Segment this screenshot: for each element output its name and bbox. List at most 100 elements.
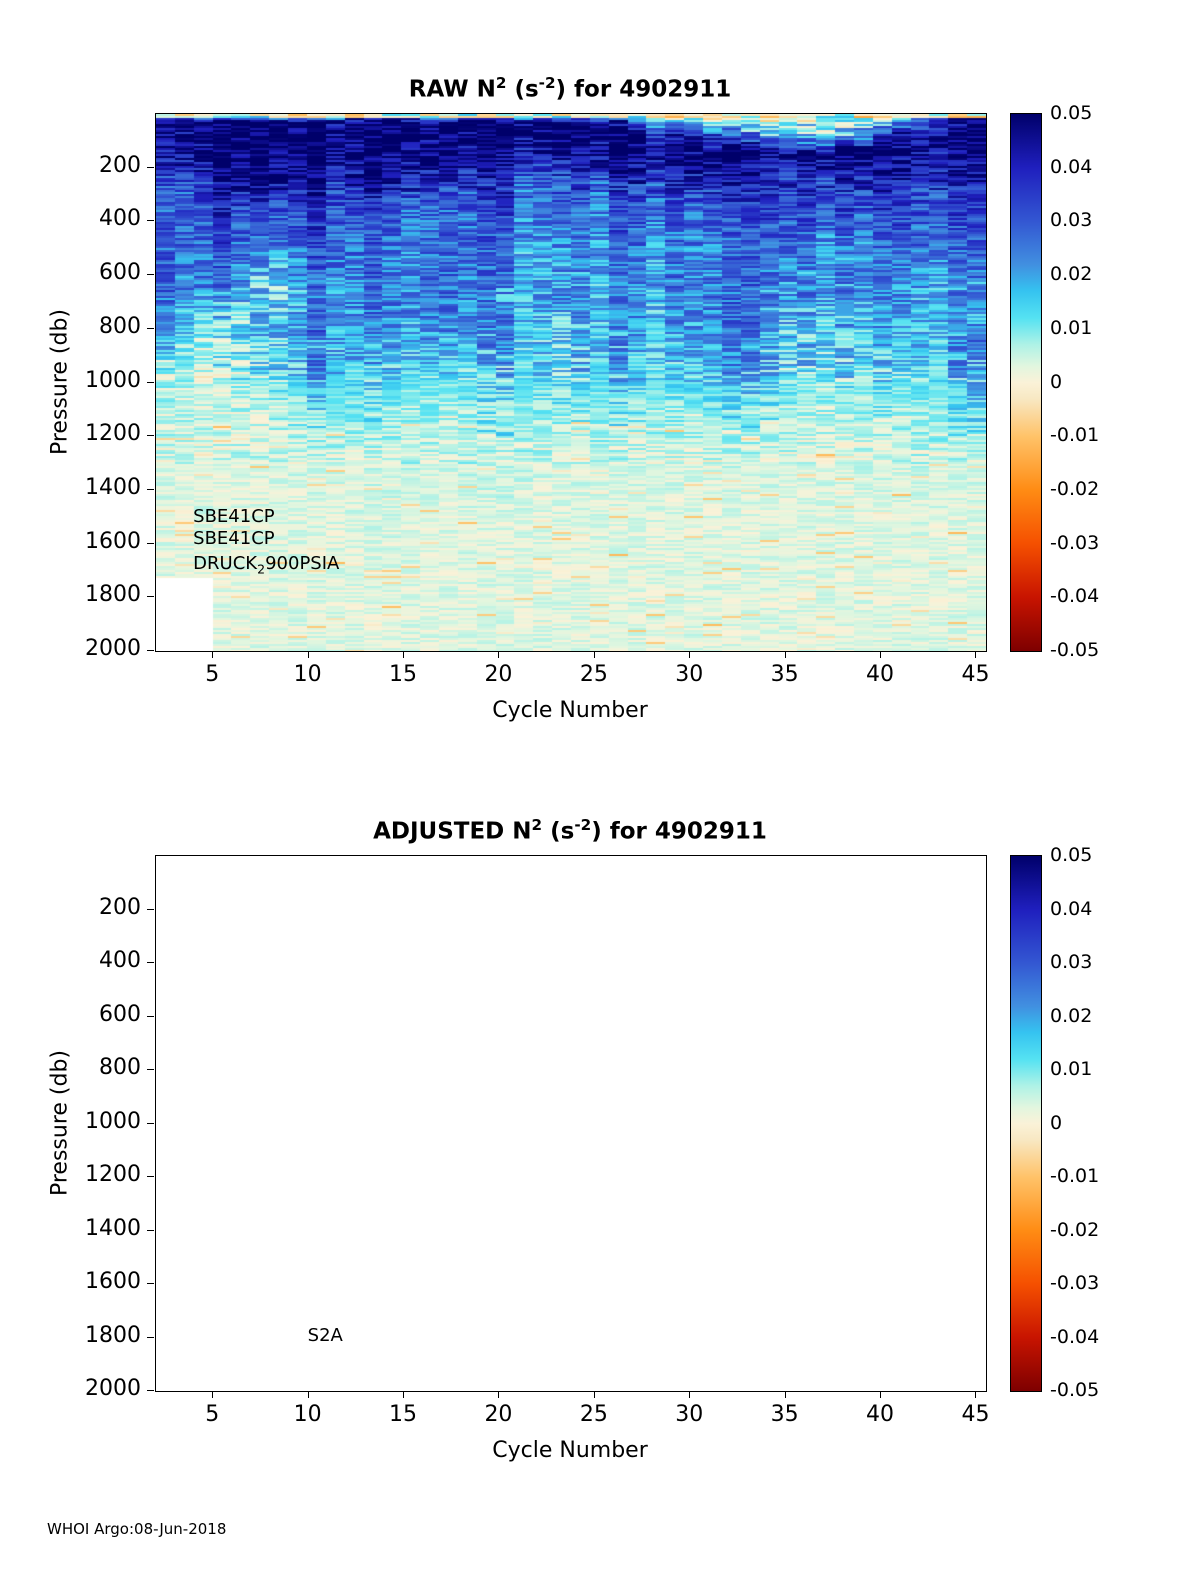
y-tick-mark bbox=[147, 220, 154, 222]
y-tick-mark bbox=[147, 488, 154, 490]
colorbar-tick-label: -0.01 bbox=[1050, 424, 1100, 447]
y-tick-mark bbox=[147, 1283, 154, 1284]
colorbar-tick-label: 0.04 bbox=[1050, 155, 1093, 178]
annotation: SBE41CP bbox=[193, 528, 274, 549]
y-tick-mark bbox=[147, 1122, 154, 1124]
y-tick-label: 1800 bbox=[85, 582, 141, 608]
y-tick-label: 1600 bbox=[85, 1269, 141, 1294]
annotation-text: 900PSIA bbox=[265, 552, 340, 574]
x-tick-mark bbox=[975, 651, 977, 658]
annotation-text: 2 bbox=[257, 561, 266, 577]
y-tick-mark bbox=[147, 1390, 154, 1391]
raw-title-text: RAW N bbox=[408, 76, 496, 103]
x-tick-label: 40 bbox=[866, 662, 895, 687]
x-tick-mark bbox=[403, 1391, 405, 1398]
annotation: SBE41CP bbox=[193, 506, 274, 527]
x-tick-mark bbox=[498, 1391, 500, 1398]
y-tick-label: 600 bbox=[99, 1001, 141, 1027]
adjusted-heatmap-axes bbox=[155, 855, 987, 1392]
y-tick-label: 800 bbox=[99, 1055, 141, 1080]
y-tick-mark bbox=[147, 435, 154, 437]
adjusted-colorbar bbox=[1010, 855, 1042, 1392]
y-tick-mark bbox=[147, 1015, 154, 1017]
y-tick-mark bbox=[147, 650, 154, 651]
annotation-text: S2A bbox=[307, 1324, 343, 1346]
annotation-text: SBE41CP bbox=[193, 528, 275, 550]
x-tick-label: 15 bbox=[389, 662, 418, 687]
y-tick-label: 1200 bbox=[85, 1162, 141, 1187]
x-tick-label: 20 bbox=[484, 662, 513, 687]
x-tick-label: 5 bbox=[205, 1402, 220, 1427]
adjusted-title-text: ADJUSTED N bbox=[373, 818, 532, 845]
adjusted-title-sup: 2 bbox=[531, 816, 543, 834]
x-tick-mark bbox=[689, 651, 691, 658]
y-tick-label: 1400 bbox=[85, 1215, 141, 1241]
annotation-text: SBE41CP bbox=[193, 506, 275, 528]
x-tick-mark bbox=[498, 651, 500, 658]
y-tick-mark bbox=[147, 542, 154, 544]
colorbar-tick-label: -0.02 bbox=[1050, 477, 1100, 500]
y-tick-label: 1000 bbox=[85, 1108, 141, 1134]
raw-title-sup: 2 bbox=[495, 74, 507, 92]
colorbar-tick-label: 0.02 bbox=[1050, 263, 1093, 286]
x-tick-label: 25 bbox=[579, 662, 608, 687]
colorbar-tick-label: 0.01 bbox=[1050, 1058, 1093, 1080]
colorbar-tick-label: -0.03 bbox=[1050, 1272, 1100, 1294]
y-tick-label: 1400 bbox=[85, 474, 141, 500]
y-tick-label: 600 bbox=[99, 260, 141, 286]
y-tick-mark bbox=[147, 962, 154, 963]
y-tick-label: 1600 bbox=[85, 528, 141, 554]
x-tick-mark bbox=[784, 651, 786, 658]
y-tick-mark bbox=[147, 166, 154, 168]
x-tick-label: 20 bbox=[484, 1402, 513, 1427]
y-tick-label: 200 bbox=[99, 894, 141, 920]
y-tick-label: 400 bbox=[99, 206, 141, 232]
adjusted-title-text: (s bbox=[542, 818, 575, 845]
colorbar-tick-label: 0 bbox=[1050, 1111, 1063, 1134]
raw-title-text: ) for 4902911 bbox=[555, 76, 732, 103]
y-tick-mark bbox=[147, 1229, 154, 1231]
annotation: S2A bbox=[308, 1325, 343, 1346]
raw-colorbar bbox=[1010, 113, 1042, 652]
x-tick-label: 30 bbox=[675, 1402, 704, 1427]
y-tick-label: 2000 bbox=[85, 1376, 141, 1401]
x-tick-mark bbox=[307, 651, 309, 658]
colorbar-tick-label: -0.05 bbox=[1050, 1379, 1100, 1401]
x-tick-label: 30 bbox=[675, 662, 704, 687]
y-tick-mark bbox=[147, 327, 154, 329]
footer-credit: WHOI Argo:08-Jun-2018 bbox=[47, 1520, 227, 1538]
y-tick-mark bbox=[147, 1336, 154, 1338]
colorbar-tick-label: -0.02 bbox=[1050, 1218, 1100, 1241]
x-tick-mark bbox=[593, 651, 595, 658]
x-tick-label: 40 bbox=[866, 1402, 895, 1427]
colorbar-tick-label: -0.05 bbox=[1050, 639, 1100, 661]
x-tick-mark bbox=[880, 651, 882, 658]
x-tick-label: 10 bbox=[293, 662, 322, 687]
colorbar-tick-label: 0.05 bbox=[1050, 844, 1093, 866]
x-tick-mark bbox=[212, 1391, 214, 1398]
colorbar-tick-label: 0 bbox=[1050, 370, 1063, 393]
y-tick-label: 1000 bbox=[85, 367, 141, 393]
adjusted-plot-title: ADJUSTED N2 (s-2) for 4902911 bbox=[155, 816, 985, 845]
colorbar-tick-label: -0.04 bbox=[1050, 1325, 1100, 1348]
colorbar-tick-label: 0.03 bbox=[1050, 951, 1093, 973]
x-tick-label: 25 bbox=[579, 1402, 608, 1427]
x-tick-label: 10 bbox=[293, 1402, 322, 1427]
x-tick-mark bbox=[880, 1391, 882, 1398]
colorbar-tick-label: 0.05 bbox=[1050, 102, 1093, 124]
colorbar-tick-label: 0.03 bbox=[1050, 209, 1093, 232]
adjusted-x-axis-label: Cycle Number bbox=[492, 1438, 648, 1463]
colorbar-tick-label: -0.03 bbox=[1050, 531, 1100, 554]
adjusted-title-sup: -2 bbox=[574, 816, 592, 834]
y-tick-mark bbox=[147, 1069, 154, 1070]
colorbar-tick-label: 0.04 bbox=[1050, 897, 1093, 920]
x-tick-mark bbox=[212, 651, 214, 658]
y-tick-mark bbox=[147, 908, 154, 910]
adjusted-y-axis-label: Pressure (db) bbox=[47, 1049, 73, 1196]
colorbar-tick-label: -0.04 bbox=[1050, 585, 1100, 608]
y-tick-label: 2000 bbox=[85, 636, 141, 661]
x-tick-mark bbox=[689, 1391, 691, 1398]
y-tick-label: 800 bbox=[99, 313, 141, 339]
annotation-text: DRUCK bbox=[193, 552, 258, 574]
